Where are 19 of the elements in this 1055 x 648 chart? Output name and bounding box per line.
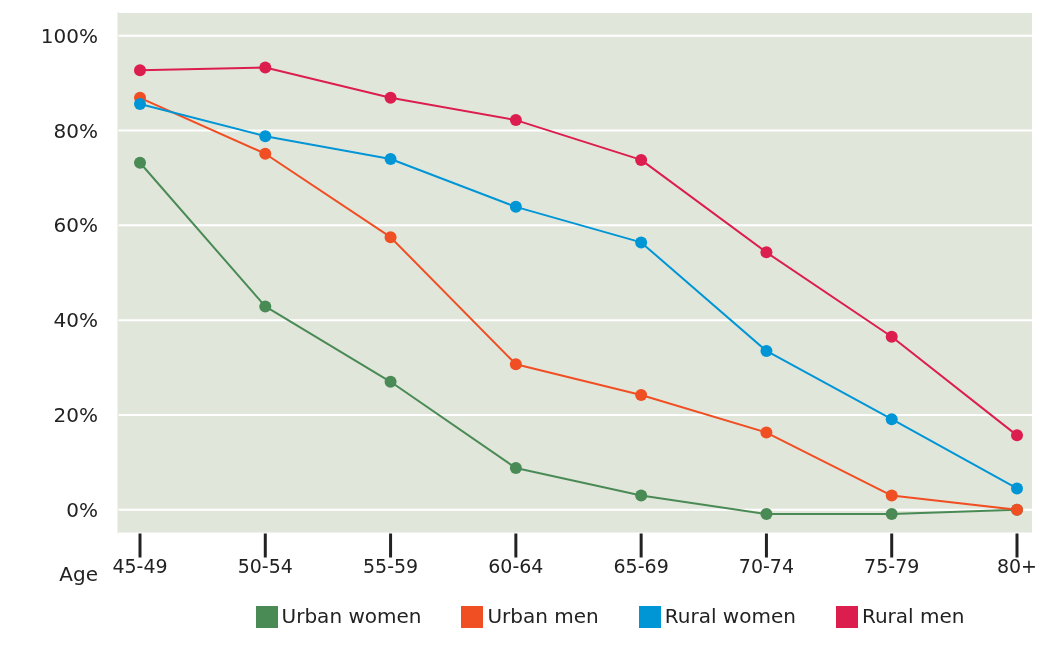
x-tick-label: 60-64 <box>488 554 544 577</box>
x-tick-label: 45-49 <box>112 554 168 577</box>
y-tick-label: 40% <box>53 308 98 333</box>
y-tick-label: 100% <box>40 23 98 48</box>
legend-label: Urban men <box>487 603 599 628</box>
x-tick-label: 80+ <box>996 554 1038 577</box>
x-tick-label: 55-59 <box>362 554 419 577</box>
x-axis-title: Age <box>59 561 98 586</box>
x-tick-label: 65-69 <box>613 554 669 577</box>
y-tick-label: 60% <box>53 213 98 238</box>
legend-label: Rural men <box>861 603 965 628</box>
y-tick-label: 0% <box>66 497 98 522</box>
legend-label: Urban women <box>281 603 422 628</box>
y-tick-label: 80% <box>53 118 98 143</box>
y-tick-label: 20% <box>53 403 98 428</box>
x-tick-label: 75-79 <box>864 554 920 577</box>
x-tick-label: 70-74 <box>738 554 795 577</box>
legend-label: Rural women <box>664 603 796 628</box>
x-tick-label: 50-54 <box>237 554 293 577</box>
